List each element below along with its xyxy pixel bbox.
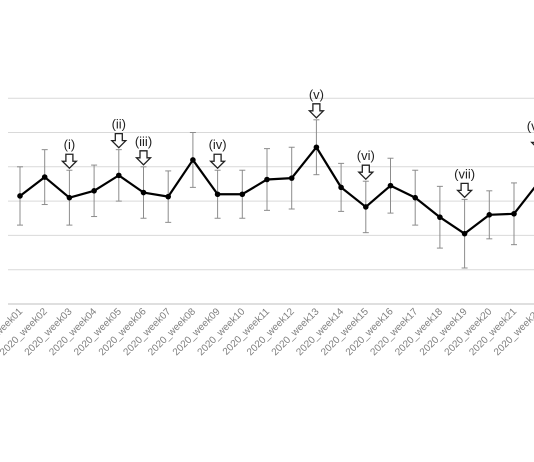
annotation-label: (vii): [454, 166, 475, 181]
annotations: (i) (ii) (iii) (iv) (v) (vi) (vii) (viii): [60, 87, 534, 199]
annotation: (vi): [357, 148, 375, 181]
annotation: (iii): [134, 134, 153, 166]
data-point: [190, 157, 196, 163]
down-arrow-icon: [456, 182, 474, 199]
data-point: [412, 194, 419, 201]
annotation-label: (v): [309, 87, 324, 102]
annotation: (vii): [454, 166, 475, 199]
annotation: (viii): [527, 118, 534, 146]
series-polyline: [19, 146, 534, 235]
data-point: [264, 176, 270, 183]
down-arrow-icon: [530, 141, 534, 146]
data-point: [363, 204, 369, 210]
data-point: [486, 212, 493, 218]
data-point: [17, 193, 23, 199]
data-point: [461, 230, 468, 237]
annotation-label: (ii): [112, 117, 126, 132]
annotation-label: (i): [64, 137, 76, 152]
data-point: [140, 189, 147, 196]
down-arrow-icon: [209, 153, 227, 170]
series-line: [19, 146, 534, 235]
data-point: [313, 144, 320, 151]
data-point: [387, 182, 394, 189]
data-point: [239, 191, 246, 198]
data-point: [437, 214, 443, 221]
error-bars: [17, 119, 517, 269]
data-point: [91, 188, 97, 194]
annotation: (i): [60, 137, 78, 170]
annotation-label: (iii): [135, 134, 152, 149]
data-point: [511, 210, 517, 217]
data-point: [116, 172, 122, 179]
down-arrow-icon: [134, 150, 153, 166]
annotation-label: (iv): [209, 137, 227, 152]
data-point: [214, 191, 221, 198]
annotation: (v): [307, 87, 325, 119]
data-point: [66, 194, 73, 201]
down-arrow-icon: [307, 103, 325, 119]
down-arrow-icon: [60, 153, 78, 170]
data-points: [17, 144, 517, 237]
down-arrow-icon: [357, 164, 375, 181]
data-point: [338, 184, 344, 191]
data-point: [288, 175, 295, 181]
x-axis-ticks: 2020_week012020_week022020_week032020_we…: [0, 306, 534, 358]
annotation: (ii): [110, 117, 128, 149]
data-point: [41, 174, 48, 180]
gridlines: [8, 97, 534, 305]
data-point: [165, 193, 171, 200]
annotation: (iv): [209, 137, 227, 170]
down-arrow-icon: [110, 133, 128, 149]
annotation-label: (viii): [527, 118, 534, 133]
annotation-label: (vi): [357, 148, 375, 163]
